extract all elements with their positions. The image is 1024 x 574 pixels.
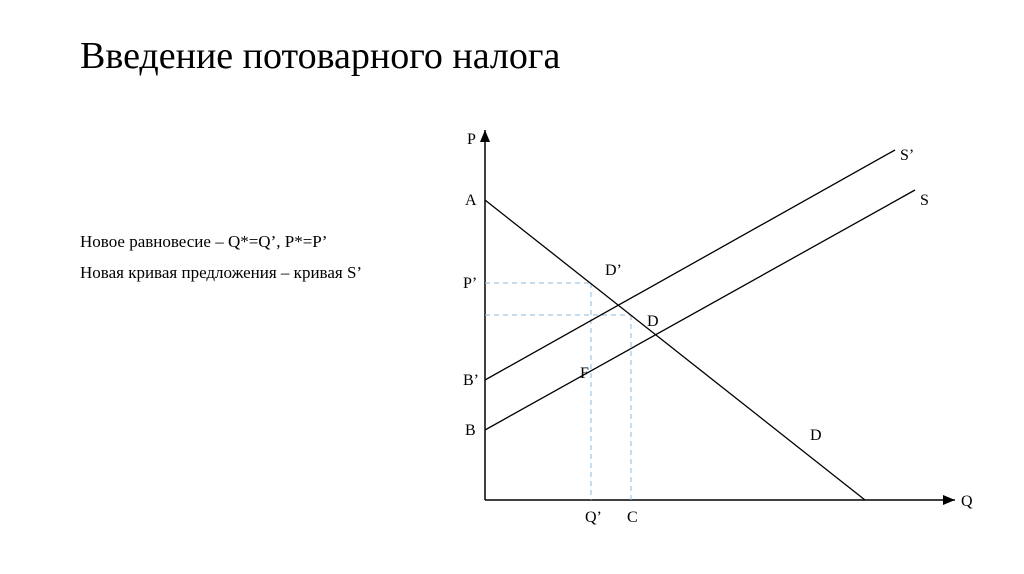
svg-text:B’: B’	[463, 372, 479, 389]
svg-text:D’: D’	[605, 262, 622, 279]
chart-svg: P Q D S S’ A B B’ P’ D’ D F Q’ C	[415, 110, 975, 550]
caption-line-1: Новое равновесие – Q*=Q’, P*=P’	[80, 230, 390, 255]
svg-text:S’: S’	[900, 147, 914, 164]
svg-text:Q’: Q’	[585, 509, 602, 526]
caption-block: Новое равновесие – Q*=Q’, P*=P’ Новая кр…	[80, 230, 390, 291]
svg-text:P: P	[467, 131, 476, 148]
slide-title: Введение потоварного налога	[80, 34, 560, 78]
svg-text:D: D	[647, 313, 659, 330]
svg-text:P’: P’	[463, 275, 477, 292]
svg-text:A: A	[465, 192, 477, 209]
svg-text:D: D	[810, 427, 822, 444]
caption-line-2: Новая кривая предложения – кривая S’	[80, 261, 390, 286]
svg-text:S: S	[920, 192, 929, 209]
svg-text:Q: Q	[961, 493, 973, 510]
svg-text:F: F	[580, 365, 589, 382]
svg-text:B: B	[465, 422, 476, 439]
supply-demand-chart: P Q D S S’ A B B’ P’ D’ D F Q’ C	[415, 110, 975, 550]
svg-text:C: C	[627, 509, 638, 526]
slide: Введение потоварного налога Новое равнов…	[0, 0, 1024, 574]
